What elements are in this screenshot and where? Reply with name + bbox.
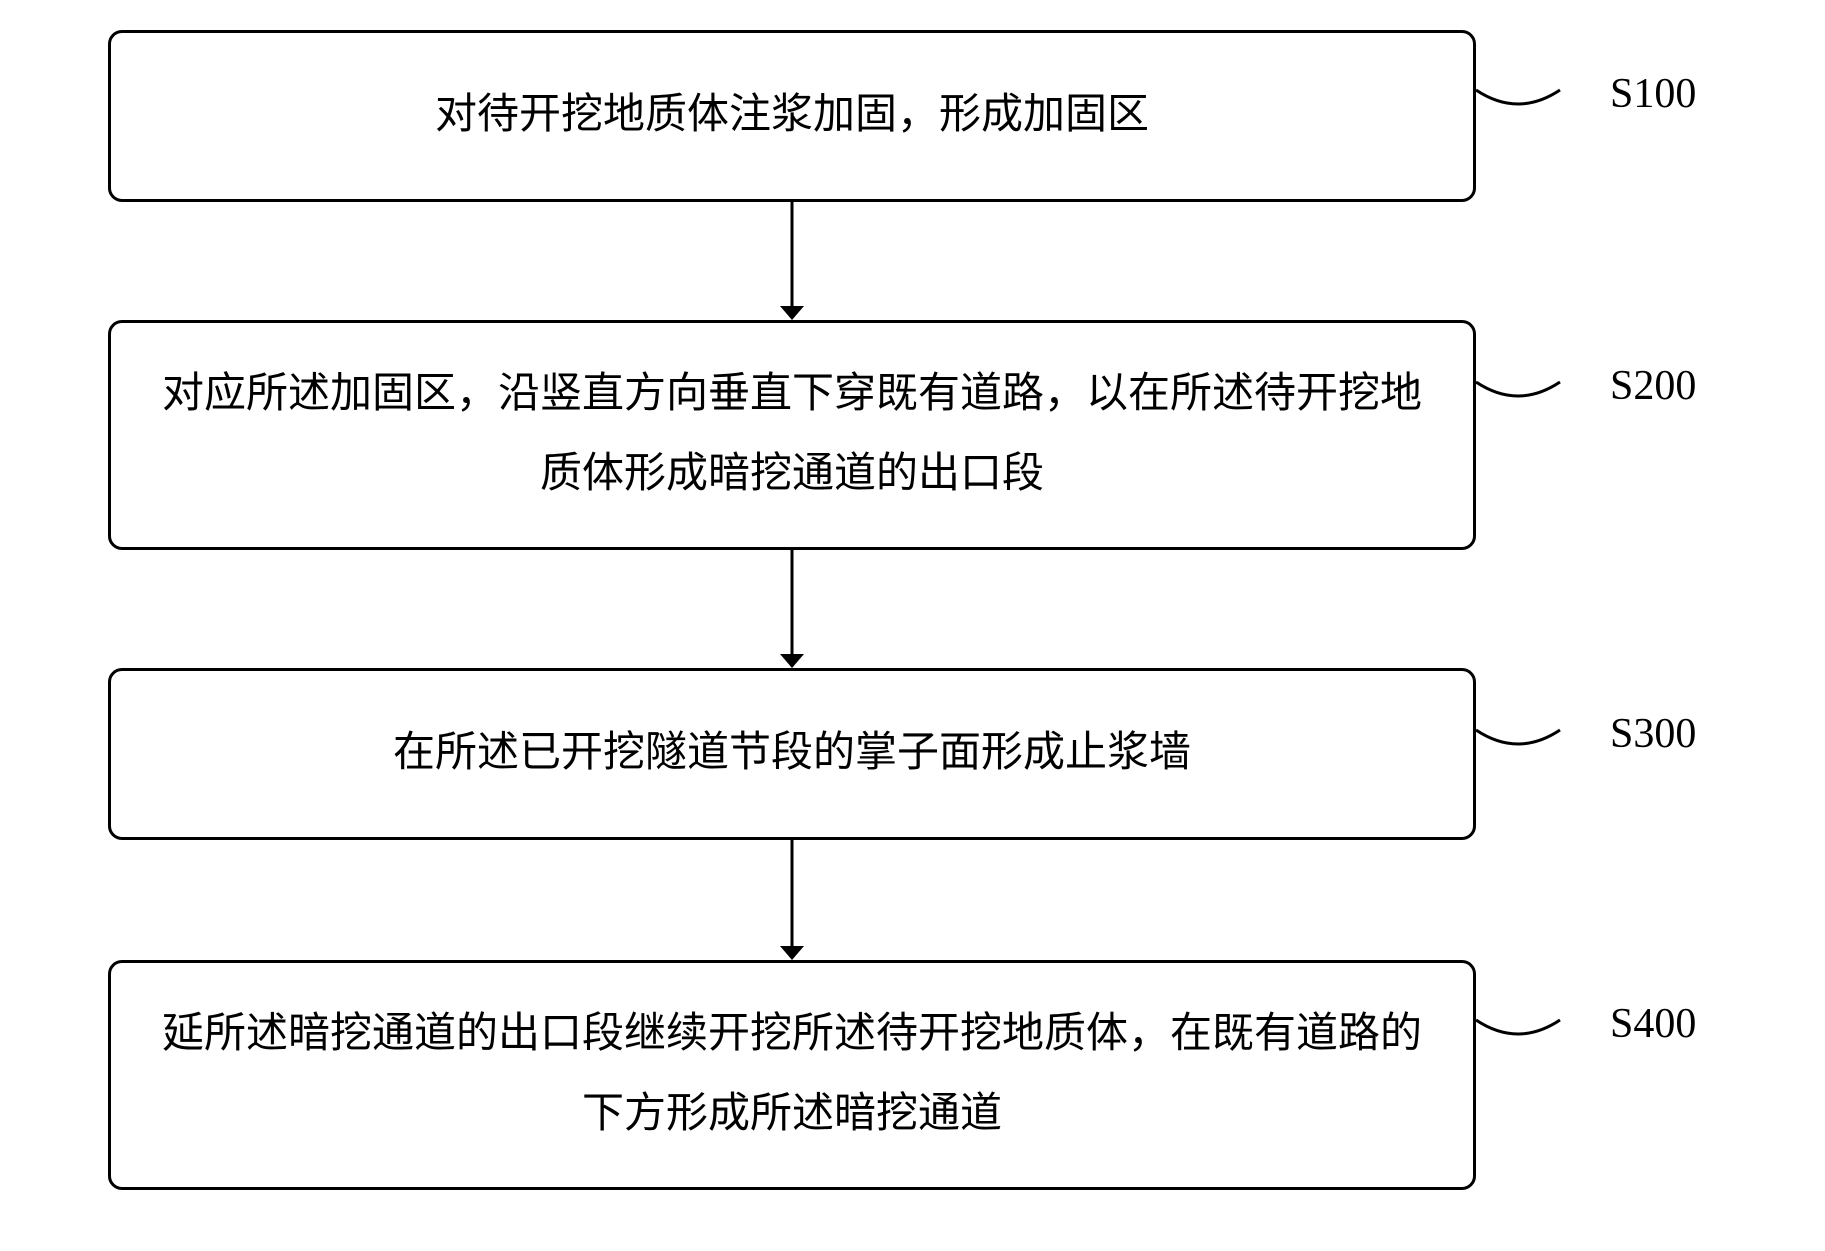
flow-node-text: 对应所述加固区，沿竖直方向垂直下穿既有道路，以在所述待开挖地质体形成暗挖通道的出… — [161, 355, 1423, 515]
flow-node-text: 对待开挖地质体注浆加固，形成加固区 — [435, 76, 1149, 156]
step-label-s200: S200 — [1610, 362, 1696, 410]
step-label-s400: S400 — [1610, 1000, 1696, 1048]
flow-node-s200: 对应所述加固区，沿竖直方向垂直下穿既有道路，以在所述待开挖地质体形成暗挖通道的出… — [108, 320, 1476, 550]
flow-node-s100: 对待开挖地质体注浆加固，形成加固区 — [108, 30, 1476, 202]
flowchart-canvas: 对待开挖地质体注浆加固，形成加固区 对应所述加固区，沿竖直方向垂直下穿既有道路，… — [0, 0, 1825, 1251]
flow-node-s400: 延所述暗挖通道的出口段继续开挖所述待开挖地质体，在既有道路的下方形成所述暗挖通道 — [108, 960, 1476, 1190]
flow-node-text: 在所述已开挖隧道节段的掌子面形成止浆墙 — [393, 714, 1191, 794]
flow-node-text: 延所述暗挖通道的出口段继续开挖所述待开挖地质体，在既有道路的下方形成所述暗挖通道 — [161, 995, 1423, 1155]
step-label-s100: S100 — [1610, 70, 1696, 118]
step-label-s300: S300 — [1610, 710, 1696, 758]
flow-node-s300: 在所述已开挖隧道节段的掌子面形成止浆墙 — [108, 668, 1476, 840]
